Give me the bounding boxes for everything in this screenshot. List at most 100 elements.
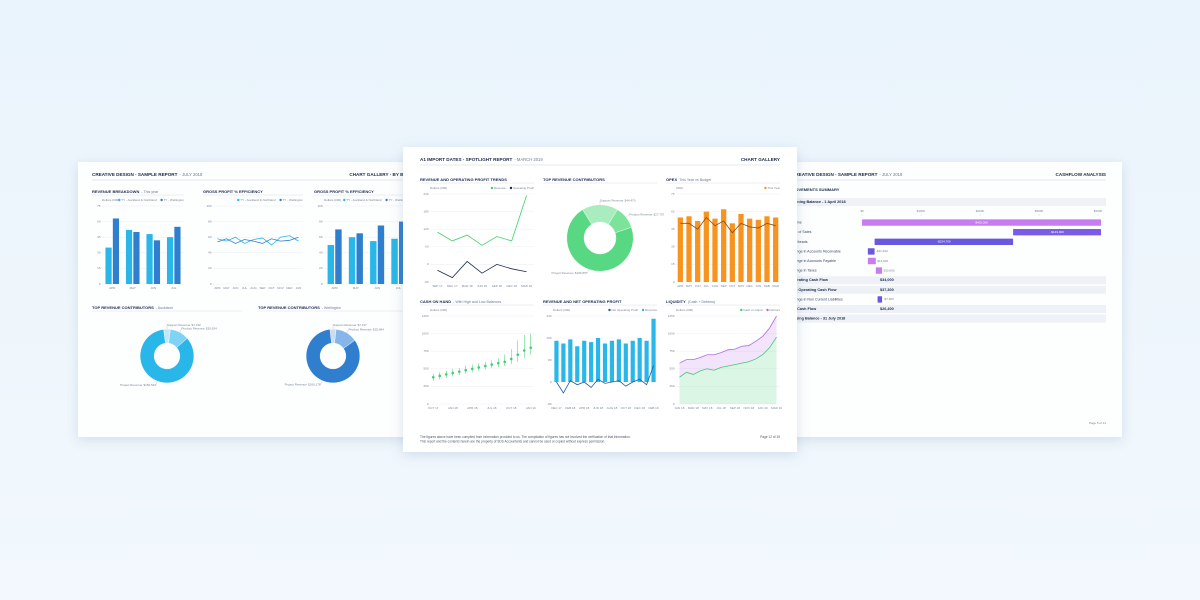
row-band [786, 305, 1106, 313]
line [437, 260, 527, 279]
waterfall-bar [862, 219, 1102, 226]
y-tick-label: 160 [546, 336, 551, 340]
slice-name: Product Revenue [629, 213, 653, 217]
left-page: CREATIVE DESIGN - SAMPLE REPORT - JULY 20… [78, 162, 423, 437]
slice-name: Support Revenue [600, 199, 624, 203]
legend-swatch [118, 198, 121, 202]
legend-label: Operating Profit [513, 186, 534, 190]
report-title: A1 IMPORT DATES - SPOTLIGHT REPORT [420, 157, 512, 162]
leader-line [155, 381, 158, 385]
dot [477, 366, 481, 369]
y-tick-label: 80 [319, 219, 323, 223]
bar-label: $405,000 [975, 220, 988, 224]
x-tick-label: APR 18 [579, 406, 590, 410]
y-tick-label: 0 [210, 282, 212, 286]
axis-unit: Dollars (000) [102, 198, 119, 202]
area [679, 337, 777, 404]
legend-swatch [490, 186, 494, 190]
y-tick-label: 60 [208, 235, 212, 239]
donut-slice [139, 329, 195, 384]
axis-unit: Dollars (000) [676, 308, 693, 312]
axis-unit: Dollars (000) [324, 198, 341, 202]
x-tick-label: MAY [686, 284, 692, 288]
slice-label: Product Revenue$25,484 [349, 327, 385, 331]
y-tick-label: 0 [321, 282, 323, 286]
x-tick-label: DEC 17 [447, 284, 458, 288]
bar [677, 217, 683, 282]
y-tick-label: 40 [208, 251, 212, 255]
dot [470, 367, 474, 371]
x-tick-label: SEP 18 [492, 284, 502, 288]
bar-label: $10,600 [884, 268, 895, 272]
chart-title: REVENUE AND NET OPERATING PROFIT [543, 299, 622, 304]
chart-title: OPEX [666, 177, 677, 182]
x-tick-label: SEP 17 [432, 284, 442, 288]
x-tick-label: DEC 18 [506, 284, 517, 288]
x-tick-label: APR 18 [467, 406, 478, 410]
axis-unit: Dollars (000) [430, 186, 447, 190]
y-tick-label: 240 [423, 192, 428, 196]
x-tick-label: JAN 19 [526, 406, 536, 410]
bar [623, 343, 628, 382]
page-sheet [78, 162, 423, 437]
legend-label: TY - Wellington [283, 198, 304, 202]
bar [721, 209, 727, 282]
x-tick-label: AUG [250, 286, 257, 290]
row-band [786, 198, 1106, 206]
legend-label: Revenue [645, 308, 657, 312]
y-tick-label: 80 [208, 219, 212, 223]
bar [695, 220, 701, 282]
bar-label: -$234,700 [937, 240, 951, 244]
y-tick-label: 20 [208, 266, 212, 270]
dot [516, 353, 520, 357]
x-tick-label: APR [214, 286, 221, 290]
chart-title: GROSS PROFIT % EFFICIENCY [314, 189, 374, 194]
dot [444, 373, 448, 376]
slice-value: $150,543 [144, 383, 157, 387]
y-tick-label: 15 [97, 266, 101, 270]
bar [637, 338, 642, 382]
x-tick-label: MAR 19 [771, 406, 782, 410]
y-tick-label: 180 [423, 209, 428, 213]
legend-swatch [764, 186, 767, 190]
x-tick-label: JUL [704, 284, 710, 288]
legend-label: This Year [767, 186, 780, 190]
slice-value: $160,178 [308, 382, 321, 386]
page-sheet [780, 162, 1122, 437]
bar [146, 234, 153, 284]
x-tick-label: MAR [772, 284, 780, 288]
area [679, 316, 777, 378]
legend-label: Cash on Hand [743, 308, 763, 312]
report-subtitle: - MARCH 2019 [514, 157, 543, 162]
y-tick-label: 30 [671, 245, 675, 249]
bar [125, 229, 133, 284]
y-tick-label: -60 [424, 280, 429, 284]
row-label: Change in Accounts Receivable [790, 249, 841, 253]
y-tick-label: 40 [319, 251, 323, 255]
bar [644, 340, 649, 382]
y-tick-label: 250 [423, 384, 428, 388]
row-amount: $34,000 [880, 278, 894, 282]
x-tick-label: NOV [738, 284, 745, 288]
y-tick-label: 1250 [668, 314, 675, 318]
legend-swatch [766, 308, 769, 312]
row-label: Non Operating Cash Flow [790, 288, 836, 292]
x-tick-label: APR [332, 286, 339, 290]
y-tick-label: 80 [548, 358, 552, 362]
dot [483, 364, 487, 368]
report-title: CREATIVE DESIGN - SAMPLE REPORT [92, 172, 178, 177]
bar [764, 216, 770, 282]
x-tick-label: $400K [1094, 209, 1103, 213]
chart-subtitle: (Cash + Debtors) [688, 300, 715, 304]
waterfall-bar [867, 257, 876, 265]
bar [773, 217, 779, 282]
dot [529, 346, 533, 349]
chart-subtitle: - Auckland [156, 306, 173, 310]
y-tick-label: 500 [423, 367, 428, 371]
y-tick-label: 45 [97, 235, 101, 239]
y-tick-label: 1000 [422, 331, 429, 335]
bar [582, 340, 587, 382]
section-title: MOVEMENTS SUMMARY [792, 187, 840, 192]
y-tick-label: 30 [97, 251, 101, 255]
